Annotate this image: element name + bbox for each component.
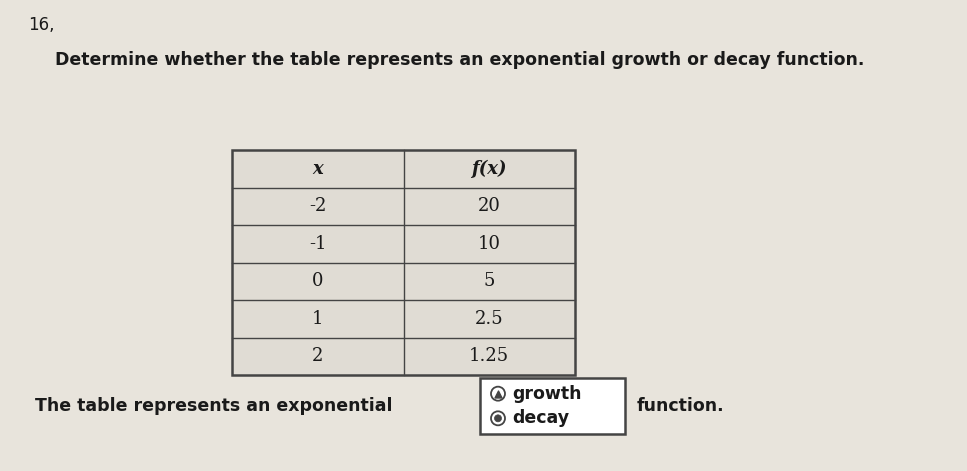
Text: 20: 20 bbox=[478, 197, 501, 215]
Circle shape bbox=[494, 415, 502, 422]
Text: decay: decay bbox=[512, 409, 570, 427]
Circle shape bbox=[491, 387, 505, 401]
Bar bbox=[232, 150, 575, 375]
Text: 2.5: 2.5 bbox=[475, 310, 504, 328]
Text: 10: 10 bbox=[478, 235, 501, 253]
Text: 2: 2 bbox=[312, 347, 323, 365]
Text: 0: 0 bbox=[312, 272, 324, 290]
Bar bbox=[480, 378, 625, 434]
Text: 1.25: 1.25 bbox=[469, 347, 510, 365]
Text: -2: -2 bbox=[309, 197, 327, 215]
Text: Determine whether the table represents an exponential growth or decay function.: Determine whether the table represents a… bbox=[55, 51, 864, 69]
Text: -1: -1 bbox=[309, 235, 327, 253]
Text: 1: 1 bbox=[312, 310, 324, 328]
Text: 16,: 16, bbox=[28, 16, 54, 34]
Text: f(x): f(x) bbox=[472, 160, 507, 178]
Text: The table represents an exponential: The table represents an exponential bbox=[35, 397, 393, 415]
Circle shape bbox=[491, 411, 505, 425]
Text: function.: function. bbox=[637, 397, 724, 415]
Text: growth: growth bbox=[512, 385, 581, 403]
Bar bbox=[232, 150, 575, 375]
Text: 5: 5 bbox=[484, 272, 495, 290]
Text: x: x bbox=[312, 160, 323, 178]
